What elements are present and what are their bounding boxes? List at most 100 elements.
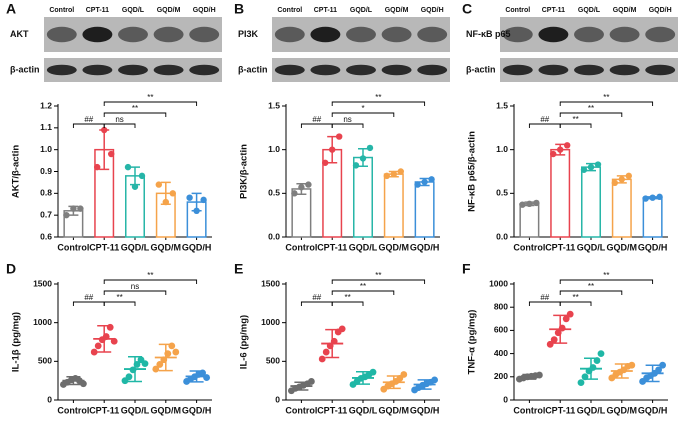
data-point: [587, 163, 595, 171]
y-tick-label: 0.6: [40, 231, 52, 241]
blot-band: [538, 26, 569, 43]
data-point: [200, 196, 207, 204]
data-point: [162, 198, 169, 206]
lane-label: GQD/H: [193, 7, 216, 14]
bar: [353, 156, 373, 238]
protein-label: β-actin: [10, 64, 40, 74]
significance-label: **: [344, 293, 350, 302]
panel-label: A: [6, 1, 16, 17]
data-point: [557, 146, 564, 153]
significance-label: **: [132, 104, 138, 113]
blot-band: [381, 26, 412, 43]
x-tick-label: GQD/M: [607, 405, 638, 415]
x-tick-label: GQD/L: [577, 242, 606, 252]
data-point: [110, 337, 118, 345]
x-tick-label: GQD/M: [379, 405, 410, 415]
significance-bracket: [331, 301, 364, 306]
x-tick-label: Control: [57, 242, 89, 252]
y-axis-label: AKT/β-actin: [11, 145, 22, 198]
data-point: [155, 181, 162, 188]
lane-label: GQD/H: [421, 7, 444, 14]
data-point: [594, 161, 602, 168]
x-tick-label: GQD/L: [121, 242, 150, 252]
panel-label: B: [234, 1, 244, 17]
significance-bracket: [103, 101, 198, 106]
x-tick-label: GQD/M: [151, 405, 182, 415]
protein-label: PI3K: [238, 29, 259, 39]
lane-label: Control: [505, 7, 530, 14]
data-point: [611, 179, 618, 187]
data-point: [390, 170, 397, 178]
data-point: [330, 337, 338, 345]
data-point: [366, 144, 374, 152]
y-tick-label: 0.9: [40, 166, 52, 176]
significance-bracket: [559, 123, 592, 128]
data-point: [152, 365, 160, 373]
bar: [414, 181, 435, 238]
data-point: [526, 200, 533, 208]
lane-label: GQD/L: [122, 7, 145, 14]
x-tick-label: CPT-11: [89, 242, 119, 252]
significance-label: **: [116, 293, 122, 302]
y-tick-label: 0.0: [268, 231, 280, 241]
y-tick-label: 0.5: [496, 188, 508, 198]
data-point: [133, 361, 141, 368]
y-tick-label: 0: [47, 394, 52, 404]
data-point: [326, 342, 334, 350]
data-point: [94, 342, 102, 350]
blot-band: [417, 64, 448, 76]
significance-label: **: [572, 115, 578, 124]
blot-band: [609, 64, 640, 76]
significance-bracket: [559, 301, 592, 306]
bar: [550, 148, 571, 238]
y-axis-label: TNF-α (pg/mg): [467, 310, 478, 375]
bar: [581, 166, 601, 238]
y-tick-label: 500: [266, 356, 280, 366]
significance-label: **: [375, 271, 381, 280]
data-point: [566, 310, 574, 318]
x-tick-label: GQD/L: [349, 242, 378, 252]
data-point: [199, 369, 207, 377]
y-tick-label: 1000: [489, 278, 508, 288]
y-tick-label: 200: [494, 371, 508, 381]
data-point: [397, 168, 404, 175]
data-point: [322, 348, 330, 356]
data-point: [581, 373, 589, 381]
significance-bracket: [331, 101, 426, 106]
lane-label: GQD/M: [385, 7, 409, 14]
data-point: [550, 150, 557, 158]
protein-label: β-actin: [466, 64, 496, 74]
x-tick-label: Control: [513, 242, 545, 252]
y-tick-label: 0: [275, 394, 280, 404]
data-point: [108, 150, 115, 158]
data-point: [580, 166, 588, 173]
lane-label: CPT-11: [314, 7, 337, 14]
y-tick-label: 1.0: [40, 144, 52, 154]
data-point: [649, 194, 656, 201]
data-point: [431, 376, 438, 384]
data-point: [642, 195, 649, 202]
blot-band: [46, 64, 77, 76]
lane-label: CPT-11: [86, 7, 109, 14]
blot-band: [310, 64, 341, 76]
significance-bracket: [528, 301, 561, 306]
lane-label: CPT-11: [542, 7, 565, 14]
blot-band: [381, 64, 412, 76]
data-point: [80, 380, 87, 388]
protein-label: NF-κB p65: [466, 29, 511, 39]
x-tick-label: CPT-11: [545, 242, 575, 252]
data-point: [102, 333, 110, 340]
significance-bracket: [300, 301, 333, 306]
blot-band: [538, 64, 569, 76]
data-point: [94, 163, 101, 171]
significance-label: **: [588, 282, 594, 291]
data-point: [554, 329, 562, 337]
protein-label: β-actin: [238, 64, 268, 74]
significance-bracket: [103, 279, 198, 284]
x-tick-label: GQD/H: [410, 405, 440, 415]
y-tick-label: 1500: [261, 278, 280, 288]
y-axis-label: PI3K/β-actin: [239, 144, 250, 199]
data-point: [618, 176, 625, 183]
blot-band: [189, 64, 220, 76]
significance-bracket: [72, 123, 105, 128]
